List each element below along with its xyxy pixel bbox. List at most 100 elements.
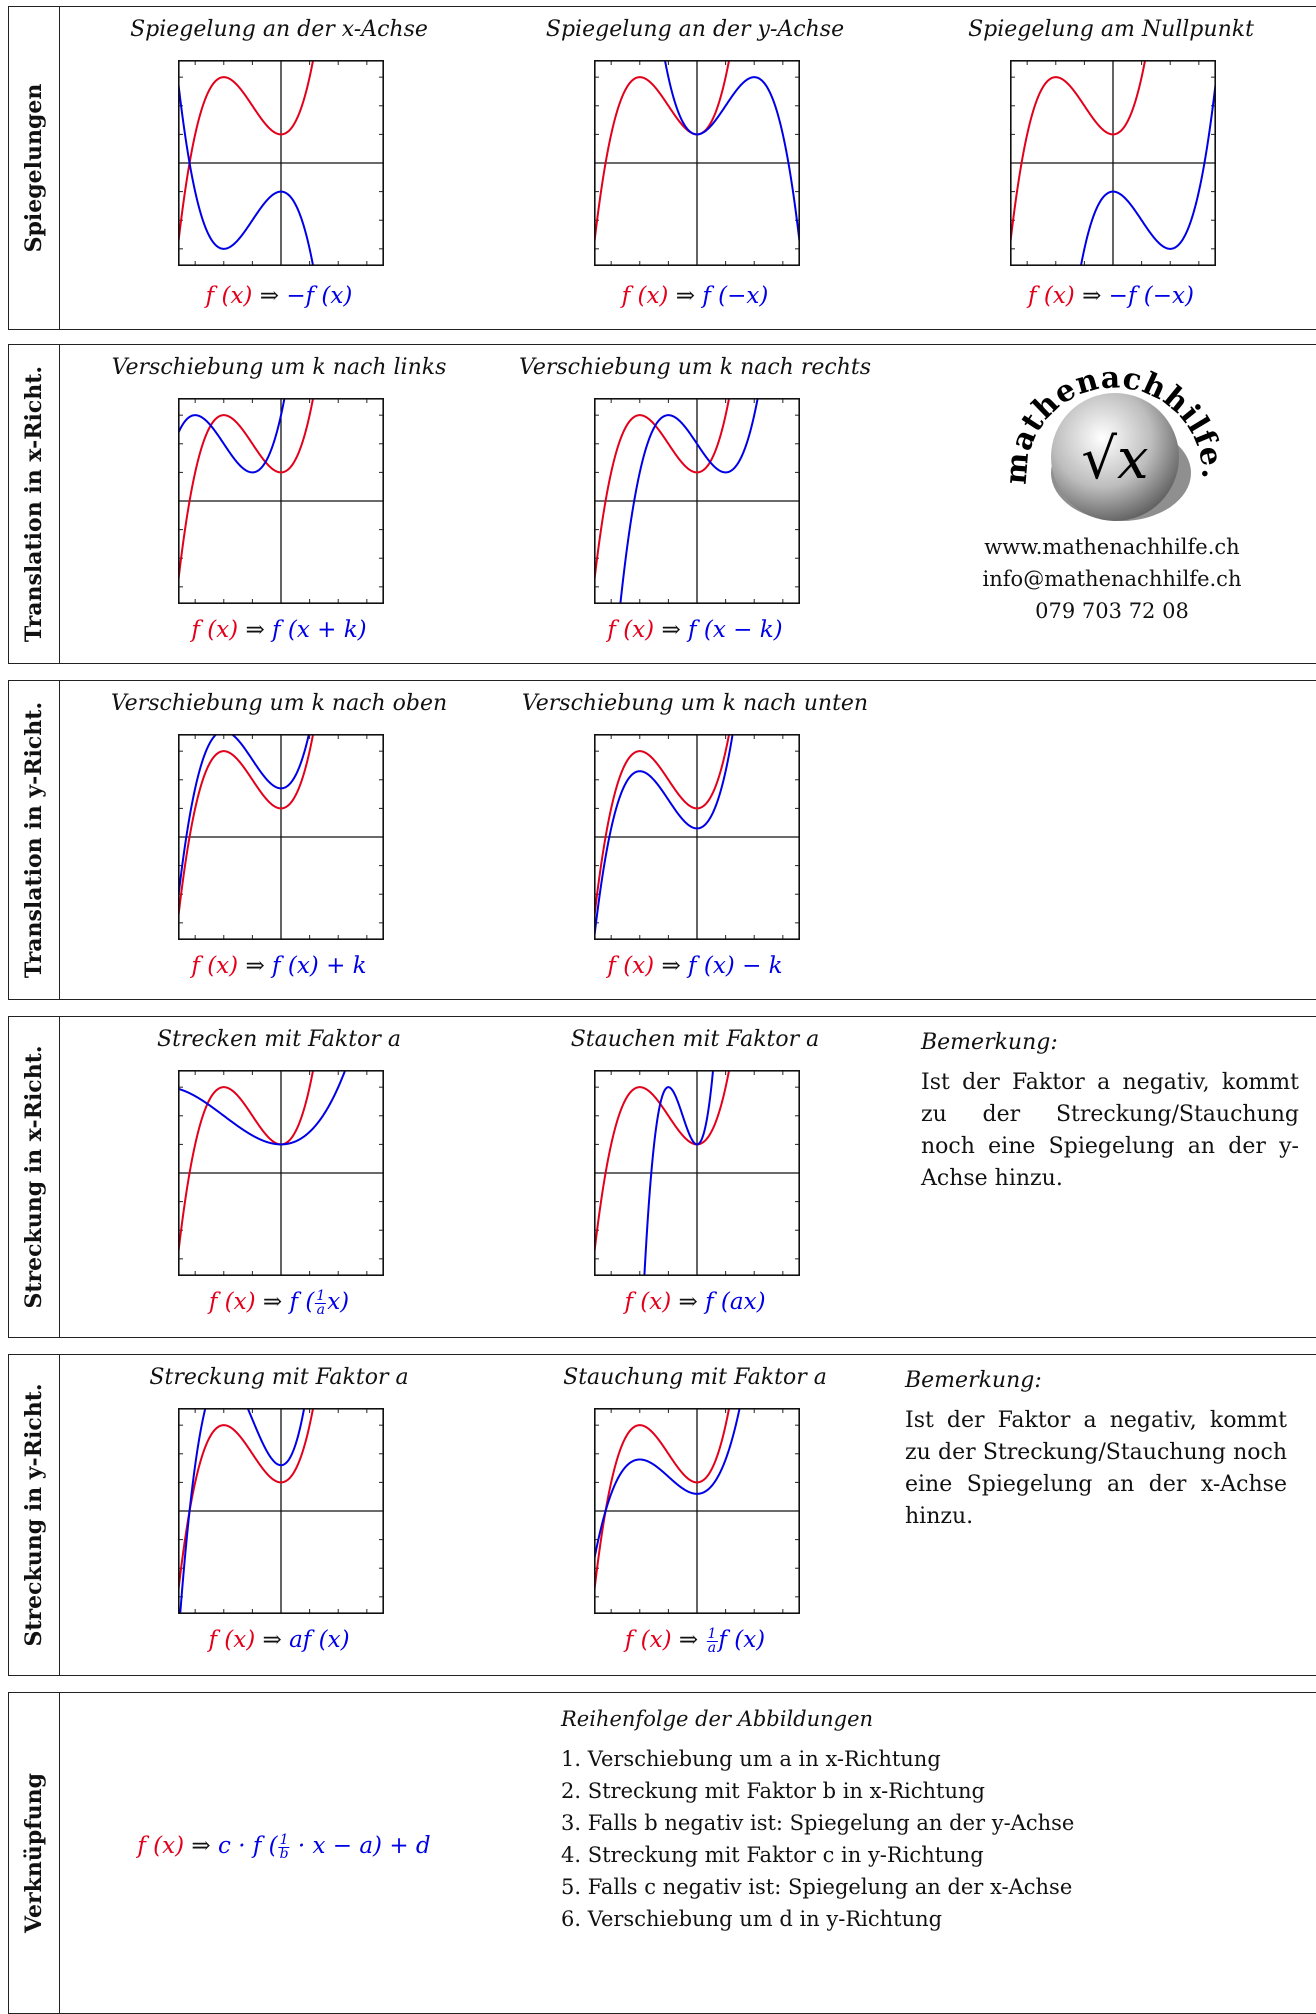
transformed-curve [663,60,800,246]
plot-frame [178,60,384,266]
order-list-heading: Reihenfolge der Abbildungen [561,1707,874,1731]
list-item: 1. Verschiebung um a in x-Richtung [561,1747,941,1771]
composition-formula: f (x) ⇒ c · f (1 b · x − a) + d [137,1831,431,1862]
list-item: 2. Streckung mit Faktor b in x-Richtung [561,1779,985,1803]
contact-email[interactable]: info@mathenachhilfe.ch [982,567,1242,591]
section-label: Verknüpfung [21,1772,47,1934]
plot-reflect-origin [1010,60,1216,266]
original-curve [178,1070,315,1256]
plot-frame [178,398,384,604]
plot-frame [594,734,800,940]
logo: mathenachhilfe.ch √x [976,326,1237,532]
plot-title: Verschiebung um k nach oben [110,691,448,716]
remark-heading: Bemerkung: [905,1368,1042,1393]
section-stretch-y: Streckung in y-Richt. Streckung mit Fakt… [8,1354,1316,1676]
transformed-curve [178,1070,347,1146]
plot-title: Spiegelung am Nullpunkt [968,17,1254,42]
transformed-curve [619,398,759,604]
plot-frame [594,60,800,266]
plot-title: Strecken mit Faktor a [157,1027,401,1052]
original-curve [1010,60,1147,246]
formula: f (x) ⇒ −f (x) [205,283,353,309]
section-stretch-x: Streckung in x-Richt. Strecken mit Fakto… [8,1016,1316,1338]
transformed-curve [594,1408,741,1561]
transformed-curve [594,734,734,940]
contact-web[interactable]: www.mathenachhilfe.ch [984,535,1240,559]
section-label: Streckung in y-Richt. [21,1383,47,1647]
logo-symbol: √x [1081,427,1148,492]
formula: f (x) ⇒ f (ax) [624,1289,766,1315]
section-translation-y: Translation in y-Richt. Verschiebung um … [8,680,1316,1000]
formula: f (x) ⇒ −f (−x) [1028,283,1194,309]
formula: f (x) ⇒ af (x) [208,1627,350,1653]
plot-shift-up [178,734,384,940]
logo-ball-icon [1051,393,1179,521]
remark-text: Ist der Faktor a negativ, kommt zu der S… [921,1070,1299,1191]
order-list: Reihenfolge der Abbildungen 1. Verschieb… [561,1703,1301,1935]
plot-frame [594,1408,800,1614]
original-curve [178,1408,315,1594]
section-label: Translation in y-Richt. [21,701,47,979]
list-item: 5. Falls c negativ ist: Spiegelung an de… [561,1875,1073,1899]
plot-stretch-y [178,1408,384,1614]
section-label: Spiegelungen [21,83,47,253]
original-curve [594,60,731,246]
plot-title: Stauchen mit Faktor a [570,1027,820,1052]
section-translation-x: Translation in x-Richt. Verschiebung um … [8,326,1316,664]
plot-title: Verschiebung um k nach rechts [518,355,872,380]
original-curve [594,1408,731,1594]
transformed-curve [179,1408,306,1614]
transformed-curve [178,80,315,266]
plot-reflect-y [594,60,800,266]
transformed-curve [1079,80,1216,266]
contact-phone: 079 703 72 08 [1035,599,1189,623]
plot-shift-right [594,398,800,604]
plot-compress-y [594,1408,800,1614]
plot-title: Stauchung mit Faktor a [563,1365,827,1390]
original-curve [178,734,315,920]
plot-title: Spiegelung an der y-Achse [545,17,845,42]
formula: f (x) ⇒ f (x) − k [607,953,783,979]
transformed-curve [643,1070,715,1276]
section-composition: Verknüpfung f (x) ⇒ c · f (1 b · x − a) +… [8,1692,1316,2014]
original-curve [178,398,315,584]
plot-frame [178,1408,384,1614]
plot-frame [594,398,800,604]
remark-heading: Bemerkung: [921,1030,1058,1055]
section-label: Translation in x-Richt. [21,365,47,643]
list-item: 6. Verschiebung um d in y-Richtung [561,1907,943,1931]
original-curve [594,1070,731,1256]
original-curve [178,60,315,246]
formula: f (x) ⇒ f (1 a x) [208,1287,350,1318]
transformed-curve [178,734,310,900]
plot-compress-x [594,1070,800,1276]
original-curve [594,398,731,584]
section-label: Streckung in x-Richt. [21,1045,47,1309]
plot-title: Verschiebung um k nach links [111,355,447,380]
plot-reflect-x [178,60,384,266]
section-spiegelungen: Spiegelungen Spiegelung an der x-Achse S… [8,6,1316,330]
remark: Bemerkung: Ist der Faktor a negativ, kom… [921,1027,1299,1195]
plot-shift-left [178,398,384,604]
plot-frame [178,734,384,940]
transformed-curve [178,398,286,474]
list-item: 3. Falls b negativ ist: Spiegelung an de… [561,1811,1075,1835]
remark-text: Ist der Faktor a negativ, kommt zu der S… [905,1408,1287,1529]
plot-title: Streckung mit Faktor a [149,1365,409,1390]
plot-stretch-x [178,1070,384,1276]
formula: f (x) ⇒ f (x − k) [607,617,783,643]
formula: f (x) ⇒ f (x) + k [191,953,367,979]
plot-frame [178,1070,384,1276]
original-curve [594,734,731,920]
plot-shift-down [594,734,800,940]
formula: f (x) ⇒ f (−x) [621,283,769,309]
plot-frame [1010,60,1216,266]
formula: f (x) ⇒ f (x + k) [191,617,367,643]
contact-info: www.mathenachhilfe.ch info@mathenachhilf… [983,531,1242,627]
plot-frame [594,1070,800,1276]
plot-title: Verschiebung um k nach unten [521,691,869,716]
plot-title: Spiegelung an der x-Achse [130,17,428,42]
remark: Bemerkung: Ist der Faktor a negativ, kom… [905,1365,1287,1533]
list-item: 4. Streckung mit Faktor c in y-Richtung [561,1843,984,1867]
